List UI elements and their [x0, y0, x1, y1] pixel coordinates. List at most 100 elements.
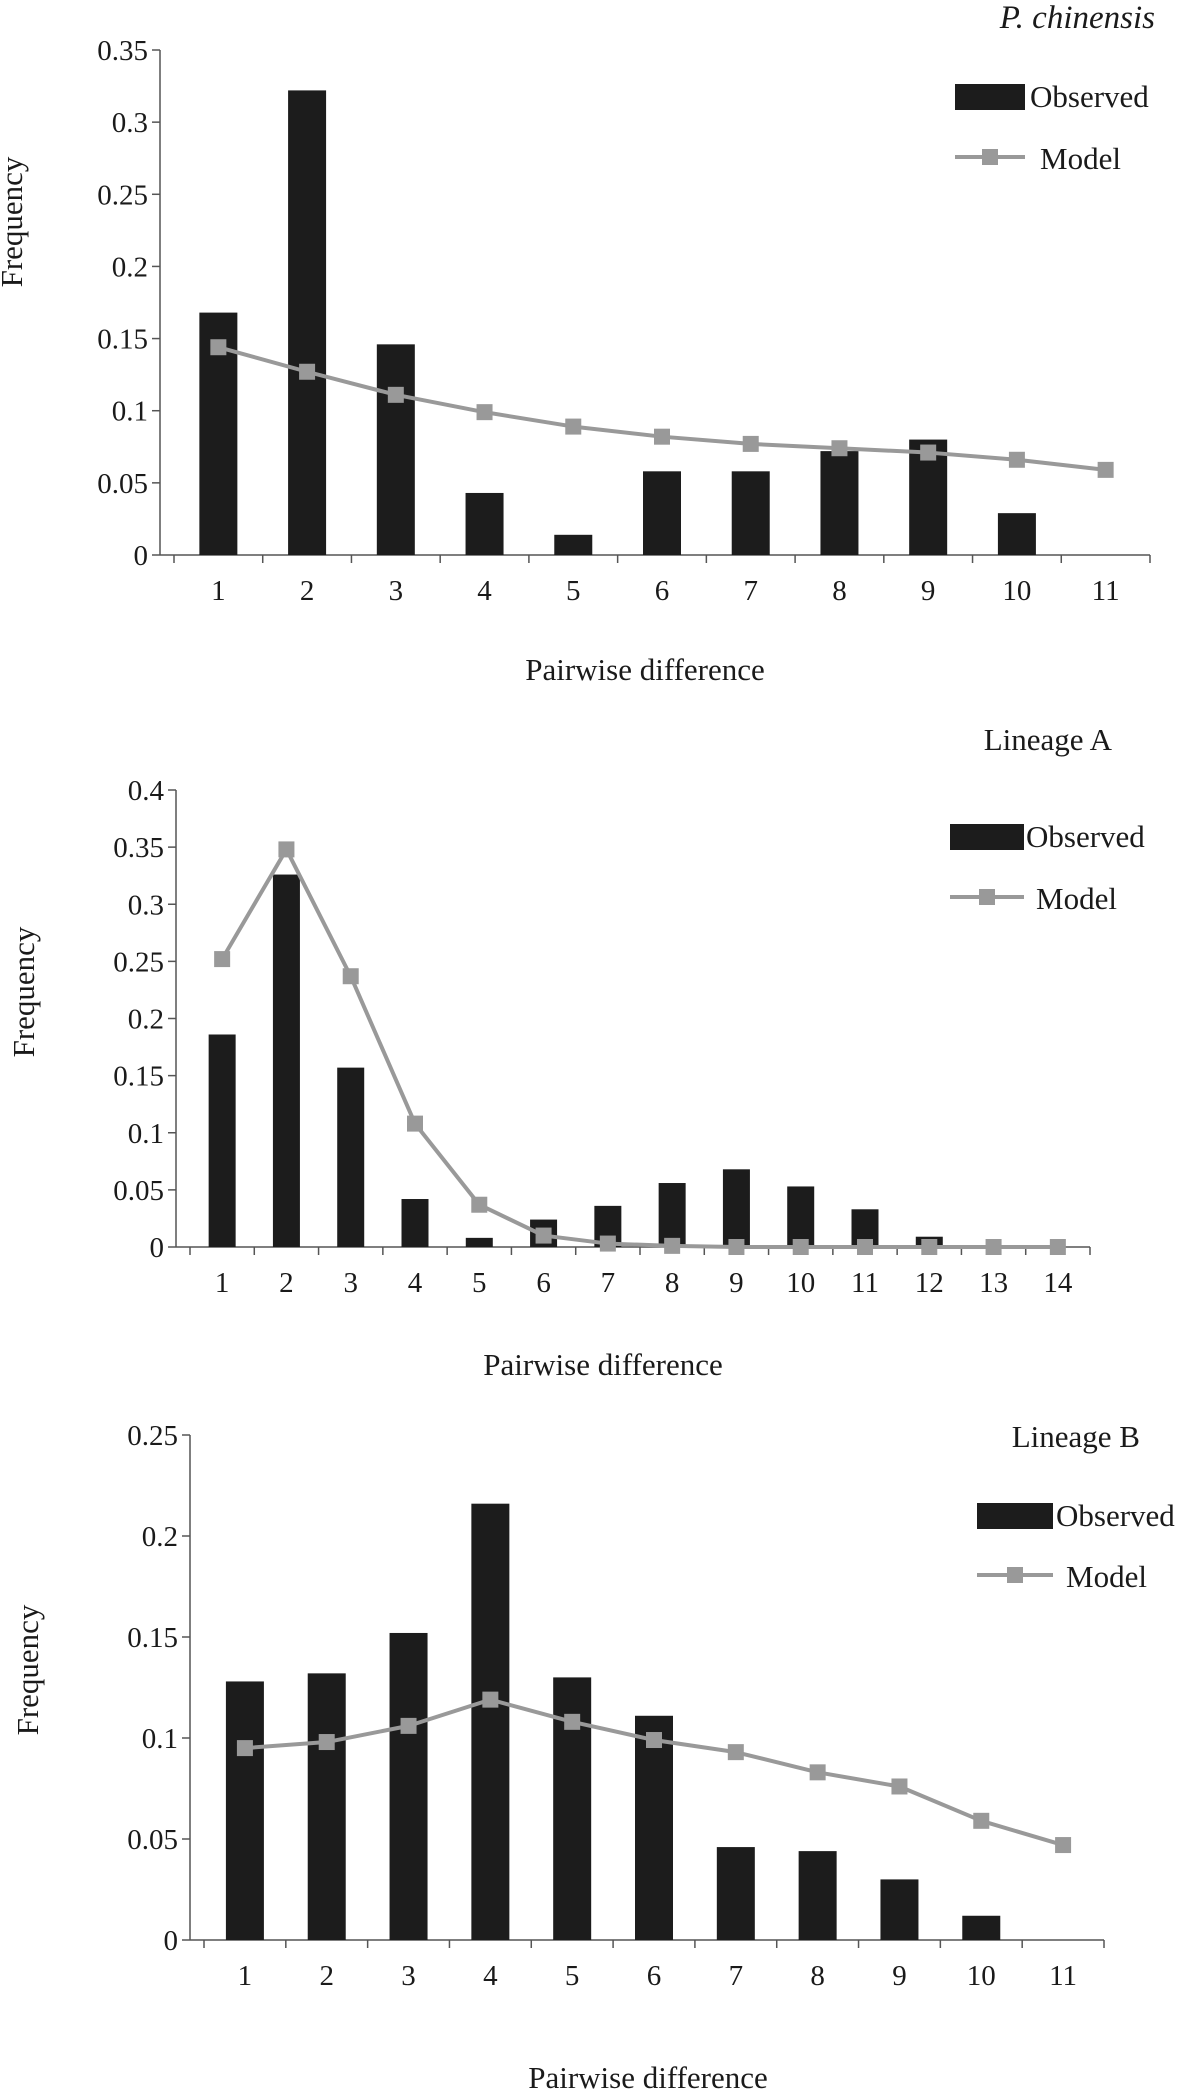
y-tick-label: 0.3 — [112, 107, 148, 139]
observed-bar — [787, 1186, 815, 1247]
model-point — [727, 1744, 744, 1761]
model-point — [742, 435, 759, 452]
y-tick-label: 0.35 — [113, 832, 164, 864]
y-tick-label: 0.4 — [128, 775, 165, 807]
x-tick-label: 9 — [892, 1960, 907, 1992]
y-tick-label: 0.1 — [128, 1118, 164, 1150]
model-point — [1097, 461, 1114, 478]
observed-bar — [208, 1034, 236, 1247]
chart-title: P. chinensis — [999, 0, 1155, 36]
y-tick-label: 0.05 — [97, 468, 148, 500]
observed-bar — [997, 513, 1036, 555]
observed-bar — [465, 492, 504, 555]
x-axis-label: Pairwise difference — [528, 2060, 768, 2095]
x-tick-label: 3 — [343, 1267, 358, 1299]
observed-bar — [389, 1632, 428, 1940]
x-tick-label: 1 — [215, 1267, 230, 1299]
observed-bar — [643, 471, 681, 555]
chart-title: Lineage B — [1012, 1419, 1140, 1454]
y-tick-label: 0.35 — [97, 35, 148, 67]
model-point — [985, 1239, 1002, 1255]
observed-bar — [272, 874, 300, 1247]
model-point — [236, 1740, 253, 1757]
y-tick-label: 0.2 — [112, 251, 148, 283]
y-tick-label: 0 — [134, 540, 149, 572]
model-point — [535, 1227, 552, 1244]
model-point — [210, 339, 227, 356]
x-tick-label: 2 — [279, 1267, 294, 1299]
legend-model-marker — [982, 149, 998, 165]
model-point — [857, 1239, 873, 1255]
observed-bar — [731, 471, 770, 555]
model-point — [482, 1691, 499, 1708]
y-axis-label: Frequency — [0, 156, 29, 287]
legend-observed-label: Observed — [1056, 1498, 1175, 1533]
x-tick-label: 4 — [408, 1267, 423, 1299]
y-tick-label: 0.15 — [127, 1622, 178, 1654]
model-point — [342, 968, 359, 985]
legend-model-marker — [1007, 1567, 1023, 1583]
y-tick-label: 0.25 — [127, 1420, 178, 1452]
x-tick-label: 10 — [786, 1267, 815, 1299]
chart-title: Lineage A — [984, 722, 1113, 757]
x-tick-label: 1 — [211, 575, 226, 607]
legend: Observed Model — [950, 819, 1145, 916]
plot-area: 00.050.10.150.20.250.30.350.41 2 3 4 5 6 7 8 9 10… — [113, 775, 1091, 1299]
model-point — [387, 386, 404, 403]
legend-observed-swatch — [955, 84, 1025, 110]
model-point — [1049, 1239, 1066, 1255]
observed-bar — [820, 451, 859, 555]
x-tick-label: 1 — [238, 1960, 253, 1992]
x-tick-label: 8 — [832, 575, 847, 607]
observed-bar — [880, 1879, 919, 1940]
model-point — [831, 440, 848, 457]
observed-bar — [376, 344, 415, 555]
x-tick-label: 5 — [472, 1267, 487, 1299]
legend-observed-swatch — [950, 824, 1024, 850]
observed-bar — [658, 1183, 686, 1247]
model-point — [599, 1235, 616, 1252]
x-tick-label: 7 — [729, 1960, 744, 1992]
x-tick-label: 6 — [647, 1960, 662, 1992]
observed-bar — [716, 1847, 755, 1940]
x-tick-label: 7 — [601, 1267, 616, 1299]
observed-bar — [288, 90, 327, 556]
plot-area: 0 0.05 0.1 0.15 0.2 0.25 0.3 0.35 1 2 3 4 5 6 7 8 9 10 11 — [97, 35, 1151, 607]
x-tick-label: 11 — [851, 1267, 879, 1299]
observed-bar — [798, 1851, 837, 1940]
chart-panel-p-chinensis: 00.050.10.150.20.250.30.351 2 3 4 5 6 7 8 9 10 11 … — [0, 0, 1155, 687]
legend-observed-label: Observed — [1030, 79, 1149, 114]
observed-bar — [722, 1169, 750, 1247]
x-tick-label: 10 — [1002, 575, 1031, 607]
model-point — [400, 1717, 417, 1734]
x-tick-label: 2 — [300, 575, 315, 607]
model-point — [476, 404, 493, 421]
model-point — [471, 1196, 488, 1213]
y-axis-label: Frequency — [10, 1604, 45, 1735]
observed-bar — [307, 1673, 346, 1940]
model-point — [299, 363, 316, 380]
model-point — [214, 951, 231, 968]
y-tick-label: 0.1 — [142, 1723, 178, 1755]
y-tick-label: 0.15 — [113, 1061, 164, 1093]
x-tick-label: 10 — [967, 1960, 996, 1992]
y-tick-label: 0.1 — [112, 396, 148, 428]
observed-bar — [465, 1237, 493, 1247]
model-point — [565, 418, 582, 435]
model-point — [564, 1713, 581, 1730]
y-tick-label: 0 — [150, 1232, 165, 1264]
observed-bar — [471, 1503, 510, 1940]
x-tick-label: 3 — [389, 575, 404, 607]
y-tick-label: 0.05 — [127, 1824, 178, 1856]
x-tick-label: 5 — [565, 1960, 580, 1992]
x-tick-label: 8 — [665, 1267, 680, 1299]
model-point — [891, 1778, 908, 1795]
model-point — [1055, 1837, 1072, 1854]
legend-observed-label: Observed — [1026, 819, 1145, 854]
x-axis-label: Pairwise difference — [525, 652, 765, 687]
x-tick-label: 14 — [1043, 1267, 1073, 1299]
x-tick-label: 6 — [536, 1267, 551, 1299]
legend: Observed Model — [977, 1498, 1175, 1594]
y-tick-label: 0.2 — [142, 1521, 178, 1553]
